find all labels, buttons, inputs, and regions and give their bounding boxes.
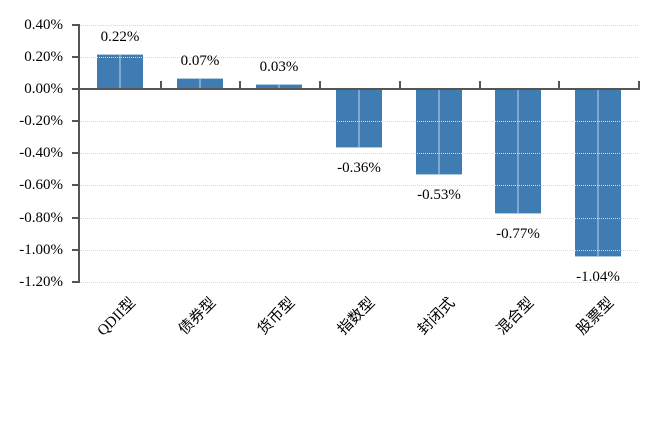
category-boundary-tick [319, 81, 321, 89]
y-axis-tick [72, 152, 80, 154]
category-boundary-tick [479, 81, 481, 89]
y-axis-tick [72, 24, 80, 26]
y-axis-tick-label: -0.40% [19, 145, 63, 161]
y-axis-tick-label: -0.20% [19, 113, 63, 129]
bar-value-label: -0.36% [337, 160, 381, 176]
category-boundary-tick [558, 81, 560, 89]
category-boundary-tick [160, 81, 162, 89]
bar-股票型 [575, 89, 621, 257]
bar-债券型 [177, 78, 223, 90]
category-label: 混合型 [494, 295, 538, 339]
category-label: 债券型 [176, 295, 220, 339]
y-axis-tick-label: 0.00% [24, 81, 63, 97]
category-label: 封闭式 [415, 295, 459, 339]
gridline [80, 218, 638, 219]
bar-封闭式 [416, 89, 462, 175]
y-axis-tick-label: -1.00% [19, 242, 63, 258]
y-axis-tick [72, 217, 80, 219]
category-label: 指数型 [335, 295, 379, 339]
y-axis-tick [72, 184, 80, 186]
y-axis-tick-label: -1.20% [19, 274, 63, 290]
gridline [80, 25, 638, 26]
bar-混合型 [495, 89, 541, 214]
bar-QDII型 [97, 54, 143, 90]
bar-value-label: 0.03% [259, 59, 299, 75]
gridline [80, 153, 638, 154]
category-boundary-tick [399, 81, 401, 89]
bar-value-label: -0.53% [417, 187, 461, 203]
category-boundary-tick [638, 81, 640, 89]
y-axis-line [78, 25, 80, 283]
bar-货币型 [256, 84, 302, 90]
y-axis-tick-label: 0.20% [24, 49, 63, 65]
gridline [80, 250, 638, 251]
gridline [80, 185, 638, 186]
y-axis-tick [72, 120, 80, 122]
category-boundary-tick [239, 81, 241, 89]
gridline [80, 282, 638, 283]
y-axis-tick [72, 56, 80, 58]
category-label: QDII型 [95, 295, 140, 340]
bar-value-label: -1.04% [576, 269, 620, 285]
category-label: 股票型 [574, 295, 618, 339]
y-axis-tick [72, 88, 80, 90]
bar-value-label: 0.22% [100, 29, 140, 45]
y-axis-tick [72, 249, 80, 251]
bar-指数型 [336, 89, 382, 148]
y-axis-tick [72, 281, 80, 283]
category-label: 货币型 [255, 295, 299, 339]
y-axis-tick-label: -0.80% [19, 210, 63, 226]
gridline [80, 121, 638, 122]
bar-value-label: 0.07% [180, 53, 220, 69]
gridline [80, 57, 638, 58]
bar-value-label: -0.77% [496, 226, 540, 242]
y-axis-tick-label: -0.60% [19, 177, 63, 193]
y-axis-tick-label: 0.40% [24, 17, 63, 33]
x-axis-zero-line [80, 88, 640, 90]
